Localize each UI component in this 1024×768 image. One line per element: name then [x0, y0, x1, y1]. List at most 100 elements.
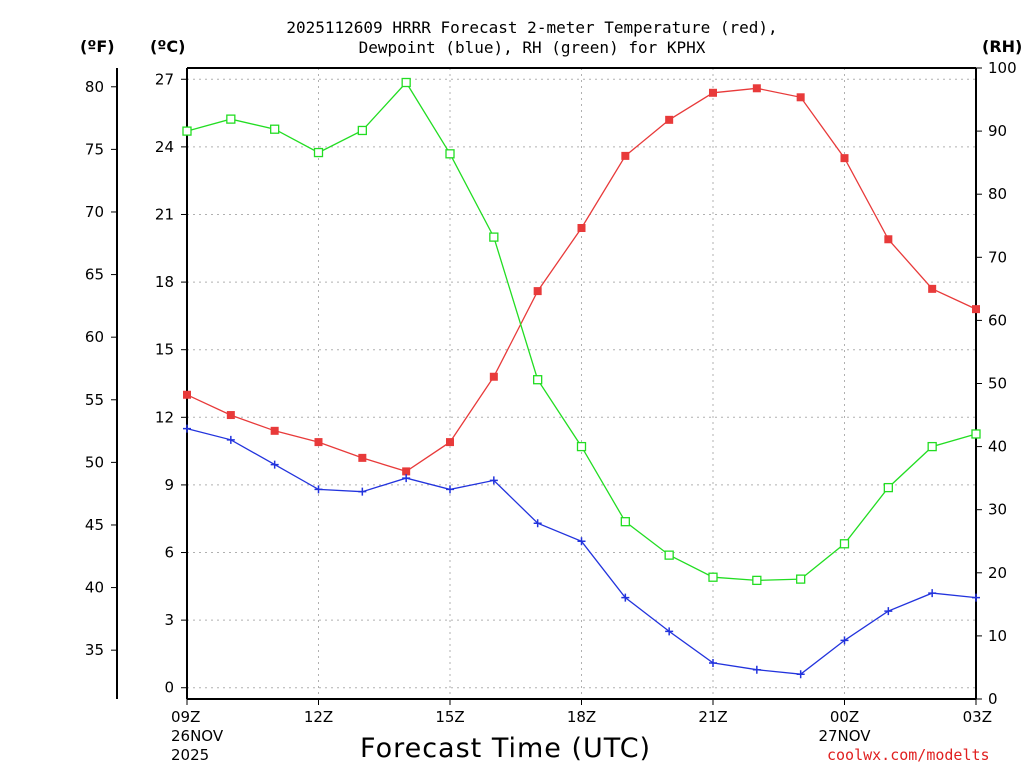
x-tick-label: 15Z [435, 708, 464, 726]
chart-title: 2025112609 HRRR Forecast 2-meter Tempera… [286, 18, 778, 37]
celsius-tick-label: 3 [164, 611, 174, 629]
fahrenheit-tick-label: 55 [85, 391, 104, 409]
dewpoint-point [665, 627, 674, 636]
celsius-unit-label: (ºC) [150, 37, 186, 56]
fahrenheit-tick-label: 70 [85, 203, 104, 221]
fahrenheit-tick-label: 65 [85, 266, 104, 284]
2-meter-temperature-point [314, 438, 323, 447]
2-meter-temperature-point [446, 438, 454, 447]
rh-point [796, 574, 806, 584]
rh-tick-label: 60 [988, 311, 1007, 329]
rh-point [533, 375, 543, 385]
x-tick-label: 21Z [698, 708, 727, 726]
fahrenheit-tick-label: 35 [85, 641, 104, 659]
celsius-tick-label: 0 [164, 679, 174, 697]
x-axis-label: Forecast Time (UTC) [360, 733, 652, 764]
dewpoint-point [226, 435, 235, 444]
rh-tick-label: 100 [988, 59, 1017, 77]
fahrenheit-unit-label: (ºF) [80, 37, 115, 56]
x-tick-label: 09Z [171, 708, 200, 726]
celsius-tick-label: 21 [155, 205, 174, 223]
fahrenheit-tick-label: 50 [85, 453, 104, 471]
credit-link[interactable]: coolwx.com/modelts [827, 746, 990, 764]
rh-point [927, 441, 937, 452]
rh-point [401, 77, 411, 88]
2-meter-temperature-point [884, 235, 893, 244]
celsius-tick-label: 27 [155, 70, 174, 88]
rh-point [489, 232, 499, 242]
celsius-tick-label: 9 [164, 476, 174, 494]
2-meter-temperature-point [577, 224, 586, 233]
dewpoint-point [270, 460, 279, 469]
rh-tick-label: 30 [988, 501, 1007, 519]
x-tick-date-label: 27NOV [818, 727, 871, 745]
x-tick-label: 18Z [567, 708, 596, 726]
fahrenheit-tick-label: 40 [85, 579, 104, 597]
dewpoint-point [358, 487, 367, 496]
x-tick-label: 12Z [304, 708, 333, 726]
rh-point [708, 572, 718, 582]
fahrenheit-tick-label: 60 [85, 328, 104, 346]
rh-point [883, 482, 893, 493]
dewpoint-point [884, 607, 893, 616]
2-meter-temperature-point [709, 88, 717, 97]
rh-point [576, 441, 587, 452]
rh-tick-label: 10 [988, 627, 1007, 645]
2-meter-temperature-point [402, 467, 411, 476]
dewpoint-point [621, 593, 630, 602]
2-meter-temperature-point [972, 305, 980, 314]
dewpoint-point [577, 537, 586, 546]
grid [186, 68, 977, 699]
rh-point [182, 126, 192, 136]
celsius-tick-label: 12 [155, 408, 174, 426]
rh-tick-label: 90 [988, 122, 1007, 140]
2-meter-temperature-point [270, 426, 279, 435]
2-meter-temperature-point [665, 115, 674, 124]
2-meter-temperature-point [928, 284, 937, 293]
x-tick-label: 00Z [830, 708, 859, 726]
dewpoint-point [752, 665, 761, 674]
rh-point [620, 517, 630, 527]
2-meter-temperature-point [752, 84, 761, 93]
rh-tick-label: 40 [988, 438, 1007, 456]
dewpoint-point [402, 474, 411, 483]
dewpoint-point [972, 593, 980, 602]
rh-tick-label: 70 [988, 248, 1007, 266]
rh-point [445, 149, 455, 159]
2-meter-temperature-point [358, 453, 367, 462]
dewpoint-point [314, 485, 323, 494]
celsius-tick-label: 15 [155, 341, 174, 359]
rh-unit-label: (RH) [982, 37, 1023, 56]
2-meter-temperature-point [796, 93, 805, 102]
rh-point [357, 125, 367, 136]
rh-line [186, 81, 977, 582]
dewpoint-point [446, 485, 454, 494]
2-meter-temperature-point [226, 411, 235, 420]
celsius-tick-label: 6 [164, 544, 174, 562]
rh-tick-label: 80 [988, 185, 1007, 203]
dewpoint-point [928, 589, 937, 598]
rh-point [971, 429, 981, 439]
x-tick-year-label: 2025 [171, 746, 209, 764]
fahrenheit-tick-label: 75 [85, 140, 104, 158]
celsius-tick-label: 18 [155, 273, 174, 291]
rh-point [226, 114, 236, 124]
rh-tick-label: 20 [988, 564, 1007, 582]
rh-tick-label: 0 [988, 690, 998, 708]
rh-point [664, 550, 674, 560]
dewpoint-point [796, 670, 805, 679]
axes: 0 3 6 9 12 15 18 21 24 27 35 40 45 50 55 60 65 70 75 80 0 10 2… [85, 59, 1017, 764]
dewpoint-point [183, 424, 191, 433]
rh-tick-label: 50 [988, 375, 1007, 393]
dewpoint-point [489, 476, 498, 485]
fahrenheit-tick-label: 80 [85, 78, 104, 96]
rh-point [839, 539, 850, 549]
2-meter-temperature-point [183, 390, 191, 399]
series [182, 77, 981, 679]
chart-subtitle: Dewpoint (blue), RH (green) for KPHX [358, 38, 706, 57]
rh-point [752, 575, 762, 586]
2-meter-temperature-point [621, 151, 630, 160]
2-meter-temperature-point [489, 372, 498, 381]
dewpoint-point [840, 636, 849, 645]
